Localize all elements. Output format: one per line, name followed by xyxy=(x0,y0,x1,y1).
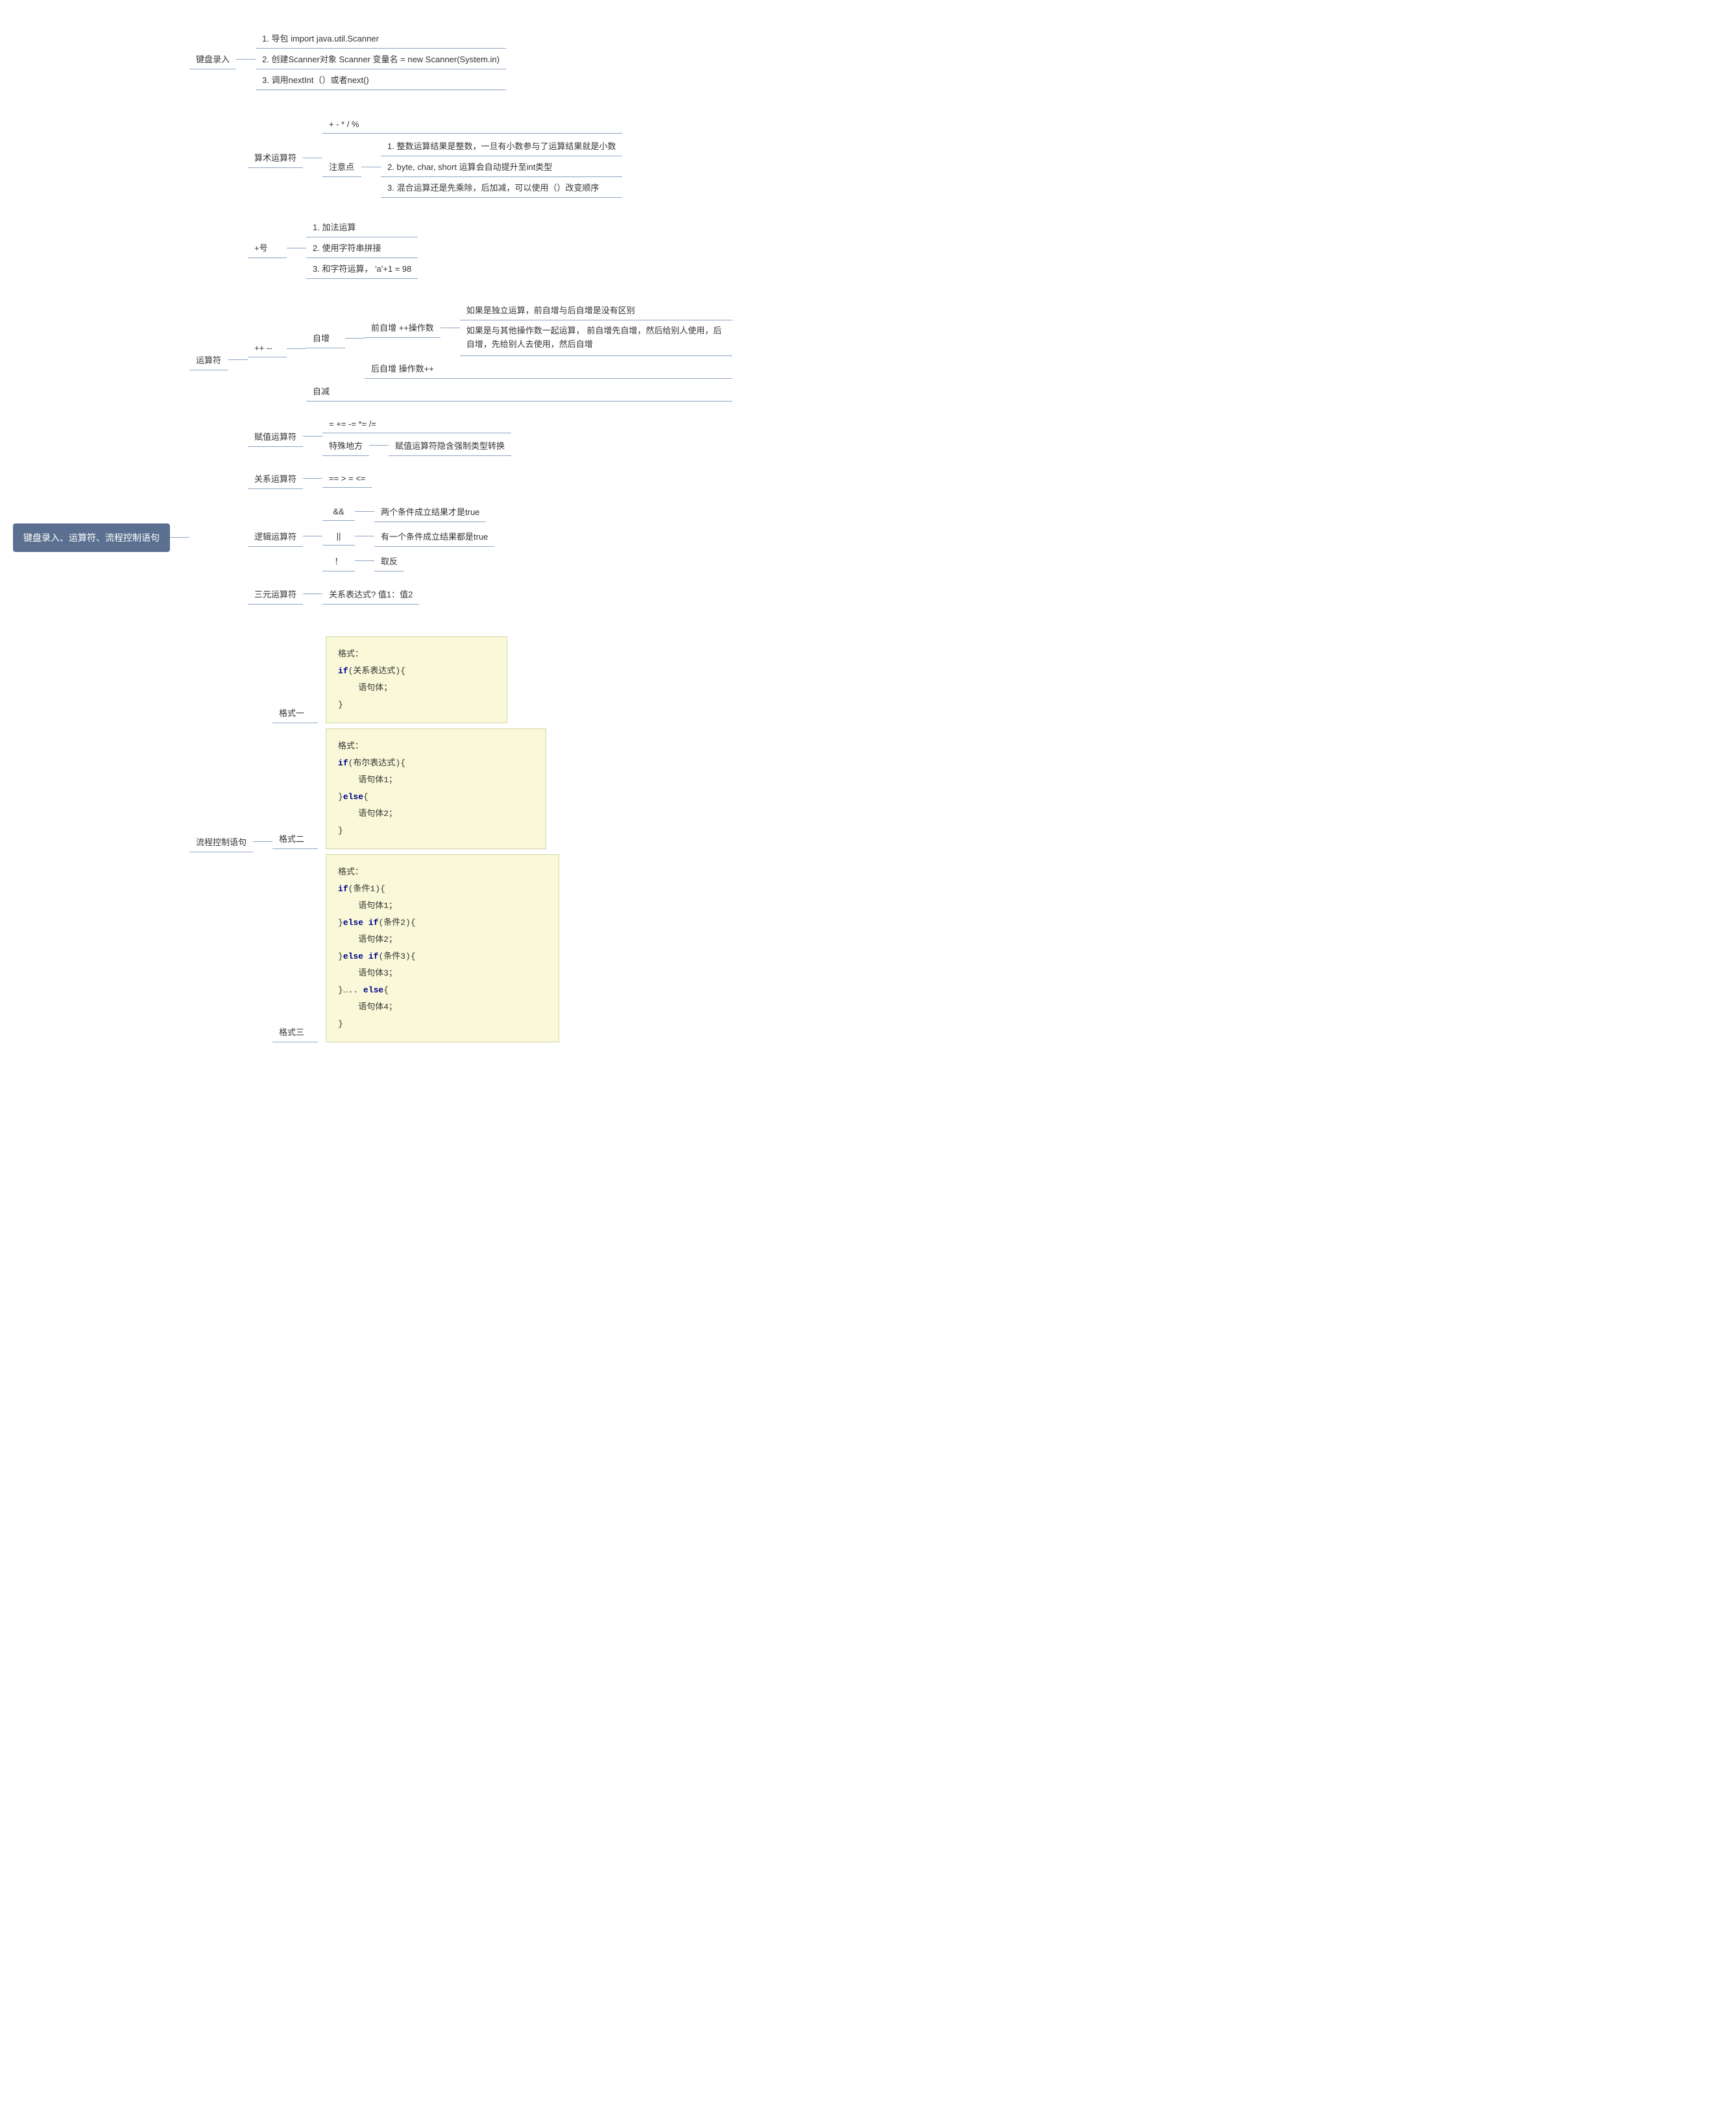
connector xyxy=(355,560,374,561)
dec: 自减 xyxy=(306,381,732,402)
branch-inc: 自增 前自增 ++操作数 如果是独立运算，前自增与后自增是没有区别 如果是与其他… xyxy=(306,298,732,379)
arithmetic-label: 算术运算符 xyxy=(248,147,303,168)
branch-incdec: ++ -- 自增 前自增 ++操作数 如果是独立运算，前 xyxy=(248,296,732,402)
keyboard-item-3: 3. 调用nextInt（）或者next() xyxy=(256,69,506,90)
mindmap-root: 键盘录入、运算符、流程控制语句 键盘录入 1. 导包 import java.u… xyxy=(13,26,1723,1050)
assign-children: = += -= *= /= 特殊地方 赋值运算符隐含强制类型转换 xyxy=(322,415,511,458)
plus-items: 1. 加法运算 2. 使用字符串拼接 3. 和字符运算， 'a'+1 = 98 xyxy=(306,217,418,279)
inc-children: 前自增 ++操作数 如果是独立运算，前自增与后自增是没有区别 如果是与其他操作数… xyxy=(365,298,732,379)
branch-ternary: 三元运算符 关系表达式? 值1：值2 xyxy=(248,584,732,605)
connector xyxy=(253,841,272,842)
connector xyxy=(345,338,365,339)
keyboard-item-1: 1. 导包 import java.util.Scanner xyxy=(256,28,506,49)
operators-label: 运算符 xyxy=(189,350,228,370)
logic-not-row: ！ 取反 xyxy=(322,551,494,571)
keyboard-item-2: 2. 创建Scanner对象 Scanner 变量名 = new Scanner… xyxy=(256,49,506,69)
connector xyxy=(303,436,322,437)
connector xyxy=(228,359,248,360)
logic-and-row: && 两个条件成立结果才是true xyxy=(322,501,494,522)
plus-item-2: 2. 使用字符串拼接 xyxy=(306,237,418,258)
branch-preinc: 前自增 ++操作数 如果是独立运算，前自增与后自增是没有区别 如果是与其他操作数… xyxy=(365,300,732,356)
format2-row: 格式二 格式： if(布尔表达式){ 语句体1； }else{ 语句体2； } xyxy=(272,728,559,849)
branch-assign: 赋值运算符 = += -= *= /= 特殊地方 赋值运算符隐含强制类型转换 xyxy=(248,415,732,458)
format1-code: 格式： if(关系表达式){ 语句体； } xyxy=(326,636,507,723)
ternary-label: 三元运算符 xyxy=(248,584,303,605)
preinc-label: 前自增 ++操作数 xyxy=(365,317,440,338)
format3-label: 格式三 xyxy=(272,1022,318,1042)
preinc-notes: 如果是独立运算，前自增与后自增是没有区别 如果是与其他操作数一起运算， 前自增先… xyxy=(460,300,732,356)
ternary-desc: 关系表达式? 值1：值2 xyxy=(322,584,419,605)
assign-special-label: 特殊地方 xyxy=(322,435,369,456)
inc-label: 自增 xyxy=(306,328,345,348)
arithmetic-note-label: 注意点 xyxy=(322,156,361,177)
format1-label: 格式一 xyxy=(272,702,318,723)
arithmetic-ops: + - * / % xyxy=(322,115,622,134)
logic-not-op: ！ xyxy=(322,551,355,571)
arithmetic-children: + - * / % 注意点 1. 整数运算结果是整数，一旦有小数参与了运算结果就… xyxy=(322,115,622,200)
assign-special-row: 特殊地方 赋值运算符隐含强制类型转换 xyxy=(322,435,511,456)
preinc-note-1: 如果是独立运算，前自增与后自增是没有区别 xyxy=(460,300,732,320)
connector xyxy=(170,537,189,538)
format3-row: 格式三 格式： if(条件1){ 语句体1； }else if(条件2){ 语句… xyxy=(272,854,559,1042)
branch-relation: 关系运算符 == > = <= xyxy=(248,468,732,489)
logic-not-desc: 取反 xyxy=(374,551,404,571)
logic-or-row: || 有一个条件成立结果都是true xyxy=(322,526,494,547)
connector xyxy=(287,348,306,349)
assign-special: 赋值运算符隐含强制类型转换 xyxy=(389,435,511,456)
branch-flow: 流程控制语句 格式一 格式： if(关系表达式){ 语句体； } 格式二 格式：… xyxy=(189,636,732,1048)
connector xyxy=(355,511,374,512)
arith-note-2: 2. byte, char, short 运算会自动提升至int类型 xyxy=(381,156,622,177)
operators-children: 算术运算符 + - * / % 注意点 1. 整数运算结果是整数，一旦有小数参与… xyxy=(248,114,732,606)
connector xyxy=(369,445,389,446)
plus-label: +号 xyxy=(248,237,287,258)
logic-or-op: || xyxy=(322,527,355,546)
branch-logic: 逻辑运算符 && 两个条件成立结果才是true || 有一个条件成立结果都是tr… xyxy=(248,499,732,573)
assign-label: 赋值运算符 xyxy=(248,426,303,447)
arith-note-1: 1. 整数运算结果是整数，一旦有小数参与了运算结果就是小数 xyxy=(381,136,622,156)
branch-keyboard: 键盘录入 1. 导包 import java.util.Scanner 2. 创… xyxy=(189,28,732,90)
level1-children: 键盘录入 1. 导包 import java.util.Scanner 2. 创… xyxy=(189,26,732,1050)
flow-children: 格式一 格式： if(关系表达式){ 语句体； } 格式二 格式： if(布尔表… xyxy=(272,636,559,1048)
relation-ops: == > = <= xyxy=(322,470,372,488)
arithmetic-notes-row: 注意点 1. 整数运算结果是整数，一旦有小数参与了运算结果就是小数 2. byt… xyxy=(322,136,622,198)
plus-item-1: 1. 加法运算 xyxy=(306,217,418,237)
branch-operators: 运算符 算术运算符 + - * / % 注意点 1. 整数运算结果是整数，一旦有… xyxy=(189,114,732,606)
connector xyxy=(236,59,256,60)
logic-and-op: && xyxy=(322,503,355,521)
format2-label: 格式二 xyxy=(272,828,318,849)
logic-label: 逻辑运算符 xyxy=(248,526,303,547)
arith-note-3: 3. 混合运算还是先乘除，后加减，可以使用（）改变顺序 xyxy=(381,177,622,198)
root-node: 键盘录入、运算符、流程控制语句 xyxy=(13,523,170,552)
postinc: 后自增 操作数++ xyxy=(365,358,732,379)
preinc-note-2: 如果是与其他操作数一起运算， 前自增先自增，然后给别人使用，后自增，先给别人去使… xyxy=(460,320,732,356)
branch-arithmetic: 算术运算符 + - * / % 注意点 1. 整数运算结果是整数，一旦有小数参与… xyxy=(248,115,732,200)
keyboard-items: 1. 导包 import java.util.Scanner 2. 创建Scan… xyxy=(256,28,506,90)
keyboard-label: 键盘录入 xyxy=(189,49,236,69)
assign-ops: = += -= *= /= xyxy=(322,415,511,433)
logic-items: && 两个条件成立结果才是true || 有一个条件成立结果都是true ！ xyxy=(322,499,494,573)
format3-code: 格式： if(条件1){ 语句体1； }else if(条件2){ 语句体2； … xyxy=(326,854,559,1042)
connector xyxy=(303,478,322,479)
incdec-children: 自增 前自增 ++操作数 如果是独立运算，前自增与后自增是没有区别 如果是与其他… xyxy=(306,296,732,402)
plus-item-3: 3. 和字符运算， 'a'+1 = 98 xyxy=(306,258,418,279)
branch-plus: +号 1. 加法运算 2. 使用字符串拼接 3. 和字符运算， 'a'+1 = … xyxy=(248,217,732,279)
arithmetic-notes: 1. 整数运算结果是整数，一旦有小数参与了运算结果就是小数 2. byte, c… xyxy=(381,136,622,198)
format1-row: 格式一 格式： if(关系表达式){ 语句体； } xyxy=(272,636,559,723)
flow-label: 流程控制语句 xyxy=(189,832,253,852)
logic-or-desc: 有一个条件成立结果都是true xyxy=(374,526,494,547)
incdec-label: ++ -- xyxy=(248,339,287,357)
relation-label: 关系运算符 xyxy=(248,468,303,489)
format2-code: 格式： if(布尔表达式){ 语句体1； }else{ 语句体2； } xyxy=(326,728,546,849)
logic-and-desc: 两个条件成立结果才是true xyxy=(374,501,486,522)
